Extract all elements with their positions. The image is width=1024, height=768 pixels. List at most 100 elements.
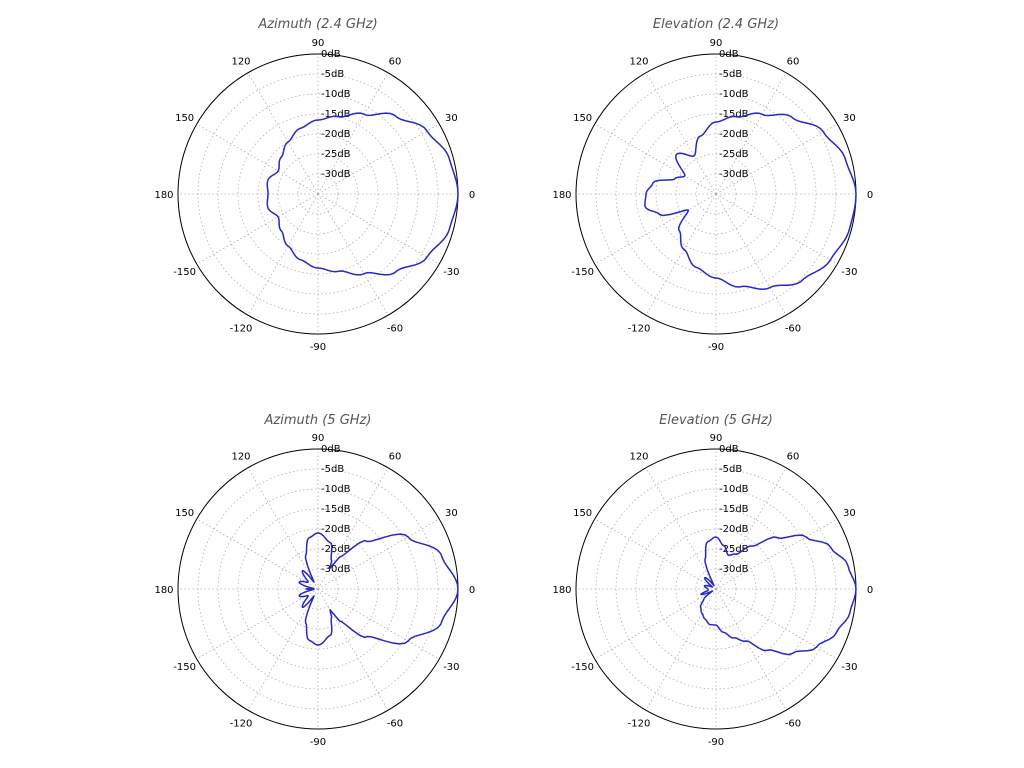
angle-tick-label: 120 (629, 452, 648, 463)
radial-tick-label: -15dB (719, 109, 749, 120)
radial-tick-label: 0dB (719, 444, 739, 455)
angle-tick-label: 30 (445, 113, 458, 124)
angle-tick-label: 30 (445, 508, 458, 519)
angle-tick-label: 90 (312, 433, 325, 444)
grid-ring (217, 93, 419, 295)
radial-tick-label: 0dB (719, 49, 739, 60)
radial-tick-label: -30dB (321, 564, 351, 575)
radial-tick-label: -20dB (321, 524, 351, 535)
grid-spoke (317, 588, 389, 711)
grid-spoke (247, 588, 319, 711)
grid-ring (615, 488, 817, 690)
grid-spoke (196, 588, 319, 660)
angle-tick-label: 30 (843, 508, 856, 519)
grid-spoke (247, 193, 319, 316)
angle-tick-label: 120 (231, 57, 250, 68)
radial-tick-label: -15dB (321, 109, 351, 120)
grid-spoke (594, 588, 717, 660)
grid-spoke (715, 72, 787, 195)
angle-tick-label: -60 (785, 718, 801, 729)
angle-tick-label: 150 (573, 113, 592, 124)
angle-tick-label: -90 (708, 737, 724, 748)
grid-spoke (196, 518, 319, 590)
grid-spoke (715, 588, 838, 660)
radial-tick-label: -30dB (719, 169, 749, 180)
grid-spoke (645, 193, 717, 316)
angle-tick-label: 180 (552, 585, 571, 596)
grid-ring (695, 173, 737, 215)
grid-spoke (594, 123, 717, 195)
grid-spoke (715, 467, 787, 590)
polar-plot-azimuth-2-4ghz: Azimuth (2.4 GHz) 0 30 60 90 120 150 180 -150 -12… (154, 17, 475, 353)
grid-spoke (715, 123, 838, 195)
radial-tick-label: -10dB (321, 484, 351, 495)
angle-tick-label: 90 (312, 38, 325, 49)
grid-spoke (715, 193, 838, 265)
radial-tick-label: -10dB (719, 89, 749, 100)
grid-ring (197, 468, 439, 710)
radial-tick-label: -5dB (321, 69, 344, 80)
angle-tick-label: 120 (231, 452, 250, 463)
grid-spoke (317, 518, 440, 590)
angle-tick-label: 0 (867, 190, 873, 201)
radial-tick-label: -30dB (719, 564, 749, 575)
angle-tick-label: -150 (571, 662, 594, 673)
polar-plot-elevation-5ghz: Elevation (5 GHz) 0 30 60 90 120 150 180 -150 -12… (552, 413, 873, 748)
angle-tick-label: 60 (787, 452, 800, 463)
grid-spoke (317, 588, 440, 660)
angle-tick-label: 180 (154, 190, 173, 201)
grid-ring (655, 133, 777, 255)
angle-tick-label: 150 (573, 508, 592, 519)
grid-ring (695, 568, 737, 610)
grid-ring (675, 153, 757, 235)
radiation-pattern-line (266, 112, 459, 276)
grid-spoke (645, 72, 717, 195)
grid-ring (595, 468, 837, 710)
grid-spoke (594, 193, 717, 265)
angle-tick-label: 120 (629, 57, 648, 68)
grid-ring (277, 548, 359, 630)
plot-title: Azimuth (5 GHz) (264, 413, 372, 428)
grid-ring (655, 528, 777, 650)
grid-ring (297, 173, 339, 215)
radial-tick-label: 0dB (321, 444, 341, 455)
radiation-pattern-line (298, 532, 459, 646)
radial-tick-label: -15dB (321, 504, 351, 515)
radial-tick-label: -10dB (321, 89, 351, 100)
grid-ring (197, 73, 439, 315)
angle-tick-label: 0 (469, 190, 475, 201)
grid-ring (297, 568, 339, 610)
grid-spoke (715, 588, 787, 711)
angle-tick-label: 0 (867, 585, 873, 596)
angle-tick-label: -60 (387, 718, 403, 729)
angle-tick-label: 60 (389, 57, 402, 68)
angle-tick-label: 150 (175, 508, 194, 519)
grid-ring (217, 488, 419, 690)
grid-ring (595, 73, 837, 315)
radial-tick-label: -20dB (719, 129, 749, 140)
angle-tick-label: -150 (173, 662, 196, 673)
grid-spoke (196, 123, 319, 195)
radial-tick-label: -5dB (719, 69, 742, 80)
angle-tick-label: -30 (443, 267, 459, 278)
angle-tick-label: 0 (469, 585, 475, 596)
angle-tick-label: 90 (710, 433, 723, 444)
radiation-pattern-line (699, 534, 857, 656)
angle-tick-label: 60 (389, 452, 402, 463)
grid-spoke (594, 518, 717, 590)
grid-ring (635, 508, 797, 670)
radial-tick-label: -5dB (719, 464, 742, 475)
plot-title: Azimuth (2.4 GHz) (257, 17, 377, 32)
angle-tick-label: -120 (628, 718, 651, 729)
grid-spoke (317, 467, 389, 590)
radial-tick-label: -20dB (719, 524, 749, 535)
radial-tick-label: -15dB (719, 504, 749, 515)
angle-tick-label: -30 (443, 662, 459, 673)
grid-ring (675, 548, 757, 630)
angle-tick-label: 180 (154, 585, 173, 596)
angle-tick-label: -120 (628, 323, 651, 334)
grid-spoke (317, 193, 440, 265)
grid-ring (615, 93, 817, 295)
plot-title: Elevation (2.4 GHz) (653, 17, 779, 32)
grid-spoke (317, 72, 389, 195)
